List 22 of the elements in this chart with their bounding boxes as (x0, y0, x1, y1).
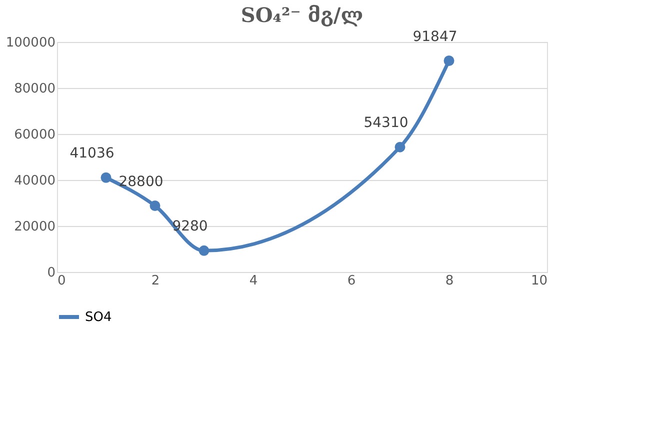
y-tick-label: 60000 (14, 128, 56, 142)
y-tick-label: 20000 (14, 220, 56, 234)
x-tick-label: 0 (58, 274, 66, 288)
x-tick-label: 10 (530, 274, 548, 288)
data-label: 91847 (412, 28, 458, 45)
y-tick-label: 40000 (14, 174, 56, 188)
point (198, 245, 210, 256)
y-tick-label: 100000 (6, 36, 56, 50)
x-tick-label: 6 (347, 274, 356, 288)
legend-label: SO4 (85, 310, 112, 325)
point (394, 142, 406, 152)
point (100, 172, 112, 183)
point (150, 200, 160, 211)
data-label: 54310 (364, 115, 408, 132)
x-tick-label: 8 (445, 274, 454, 288)
data-label: 41036 (70, 146, 114, 162)
chart-title: SO₄²⁻ მგ/ლ (240, 2, 364, 27)
data-label: 28800 (118, 174, 164, 190)
x-tick-label: 4 (249, 274, 258, 288)
point (444, 56, 454, 66)
x-tick-label: 2 (151, 274, 160, 288)
y-tick-label: 80000 (14, 82, 56, 96)
